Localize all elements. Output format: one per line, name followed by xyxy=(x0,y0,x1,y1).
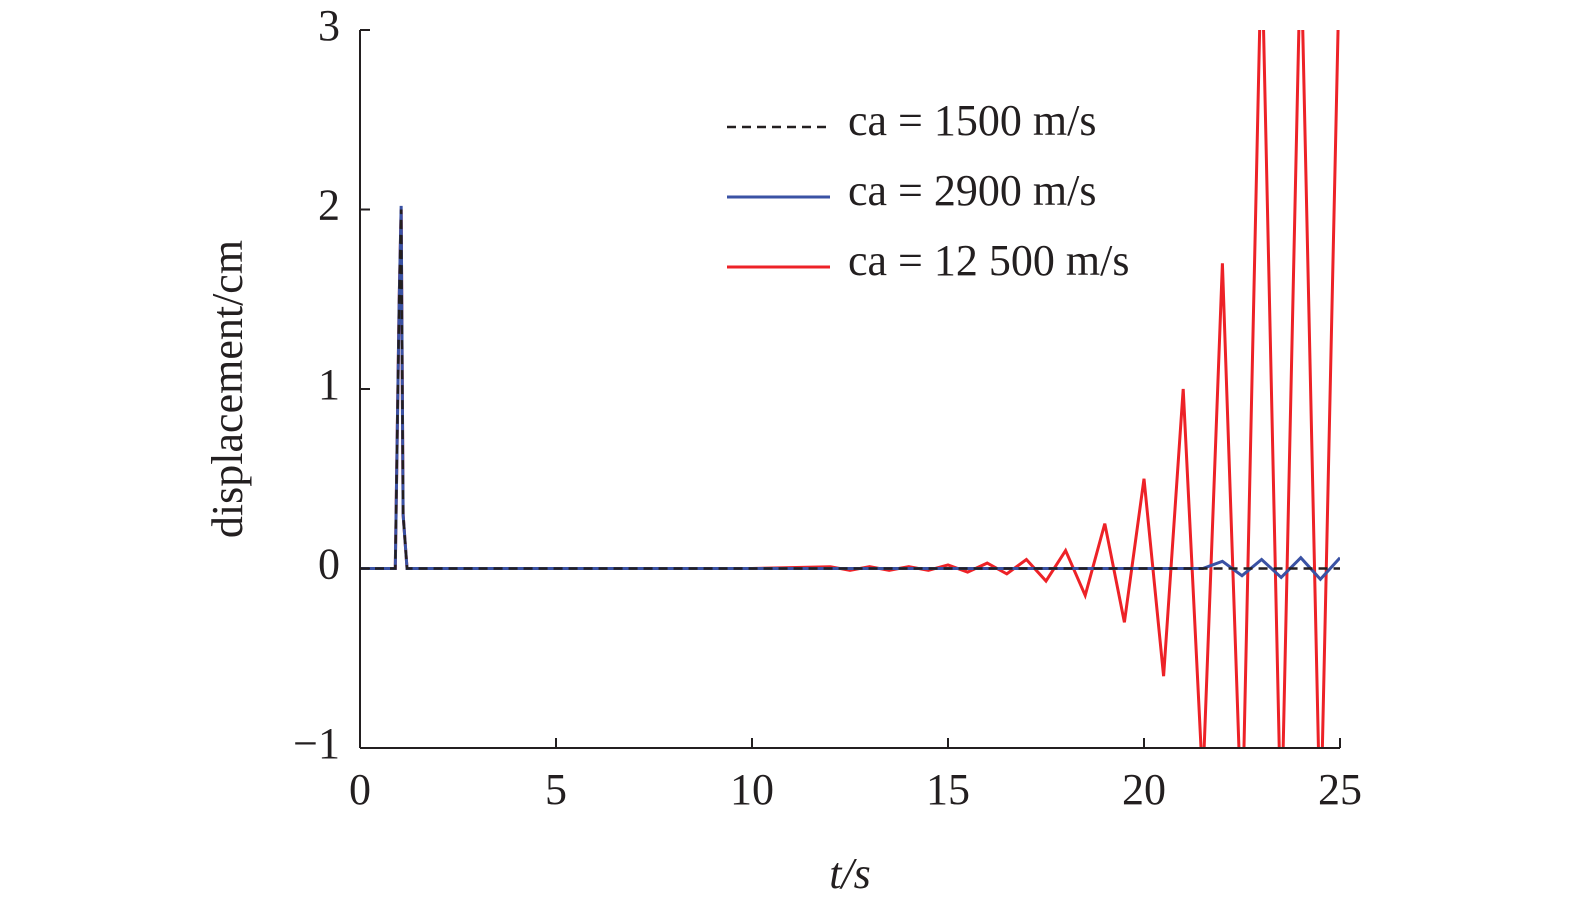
y-tick-label: 3 xyxy=(318,1,340,50)
x-tick-label: 25 xyxy=(1318,765,1362,814)
series-line xyxy=(360,209,1340,570)
x-tick-label: 10 xyxy=(730,765,774,814)
x-axis-label: t/s xyxy=(829,849,871,898)
x-tick-label: 15 xyxy=(926,765,970,814)
y-tick-label: −1 xyxy=(293,719,340,768)
y-tick-label: 0 xyxy=(318,540,340,589)
x-tick-label: 20 xyxy=(1122,765,1166,814)
legend-label: ca = 2900 m/s xyxy=(848,166,1096,215)
x-tick-label: 0 xyxy=(349,765,371,814)
plot-area xyxy=(360,30,1340,748)
legend-label: ca = 1500 m/s xyxy=(848,96,1096,145)
legend-label: ca = 12 500 m/s xyxy=(848,236,1129,285)
y-tick-label: 1 xyxy=(318,360,340,409)
y-tick-label: 2 xyxy=(318,181,340,230)
x-tick-label: 5 xyxy=(545,765,567,814)
y-axis-label: displacement/cm xyxy=(203,240,252,538)
